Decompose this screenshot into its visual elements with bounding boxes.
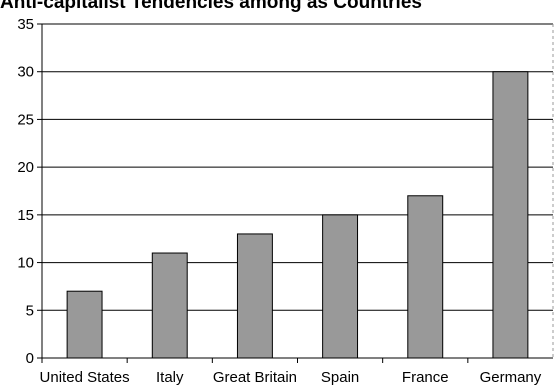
bar-italy — [151, 252, 188, 359]
x-tick-label: Spain — [321, 369, 359, 385]
x-tick-label: United States — [40, 369, 130, 385]
chart-title: Anti-capitalist Tendencies among as Coun… — [0, 0, 422, 13]
y-tick-label: 25 — [17, 111, 34, 128]
y-tick-label: 0 — [26, 350, 34, 367]
x-tick-label: France — [402, 369, 449, 385]
gridlines — [42, 23, 553, 311]
y-tick-label: 15 — [17, 207, 34, 224]
y-tick-label: 35 — [17, 16, 34, 33]
tick-labels: 0 5 10 15 20 25 30 35 United States Italy Great Br… — [17, 16, 541, 385]
bar-united-states — [66, 290, 103, 359]
bar-germany — [492, 71, 529, 359]
y-tick-label: 5 — [26, 302, 34, 319]
x-tick-label: Italy — [156, 369, 184, 385]
x-tick-label: Great Britain — [213, 369, 297, 385]
bar-spain — [322, 214, 359, 359]
x-tick-label: Germany — [480, 369, 542, 385]
bars — [66, 71, 529, 359]
bar-great-britain — [236, 233, 273, 359]
y-tick-label: 10 — [17, 255, 34, 272]
axes — [37, 23, 554, 363]
y-tick-label: 20 — [17, 159, 34, 176]
y-tick-label: 30 — [17, 64, 34, 81]
bar-france — [407, 195, 444, 359]
